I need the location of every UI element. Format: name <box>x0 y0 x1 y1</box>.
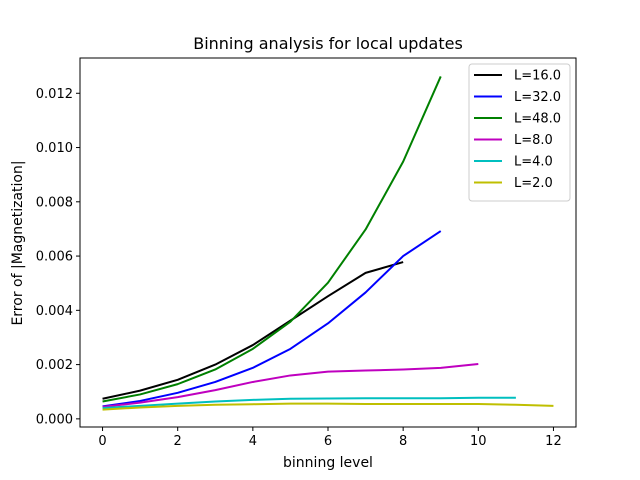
y-tick-label-5: 0.010 <box>36 141 73 156</box>
series-line-4 <box>102 396 516 410</box>
legend-box <box>468 63 571 202</box>
legend-label-1: L=32.0 <box>514 90 561 105</box>
chart-title: Binning analysis for local updates <box>193 34 463 53</box>
legend-label-2: L=48.0 <box>514 112 561 127</box>
y-tick-label-4: 0.008 <box>36 195 73 210</box>
series-line-1 <box>102 230 442 408</box>
series-line-0 <box>102 261 404 400</box>
series-line-5 <box>102 402 554 411</box>
x-tick-label-6: 12 <box>545 434 562 449</box>
series-line-2 <box>102 76 442 403</box>
x-axis-label: binning level <box>283 455 373 471</box>
x-tick-label-1: 2 <box>174 434 182 449</box>
plot-area <box>102 76 554 411</box>
y-tick-label-2: 0.004 <box>36 304 73 319</box>
x-tick-label-2: 4 <box>249 434 257 449</box>
legend-label-0: L=16.0 <box>514 69 561 84</box>
y-axis-label: Error of |Magnetization| <box>10 160 26 325</box>
y-tick-label-1: 0.002 <box>36 358 73 373</box>
legend: L=16.0 L=32.0 L=48.0 L=8.0 L=4.0 L=2.0 <box>468 63 571 202</box>
series-line-3 <box>102 363 479 408</box>
x-tick-label-4: 8 <box>399 434 407 449</box>
legend-label-5: L=2.0 <box>514 176 553 191</box>
x-tick-label-0: 0 <box>98 434 106 449</box>
legend-label-3: L=8.0 <box>514 133 553 148</box>
y-tick-label-3: 0.006 <box>36 250 73 265</box>
axes: 0 2 4 6 8 10 12 0.000 0.002 0.004 0.006 0.008 0.010 0… <box>36 57 577 449</box>
x-tick-label-3: 6 <box>324 434 332 449</box>
x-tick-label-5: 10 <box>470 434 487 449</box>
y-tick-label-6: 0.012 <box>36 87 73 102</box>
legend-label-4: L=4.0 <box>514 155 553 170</box>
y-tick-label-0: 0.000 <box>36 412 73 427</box>
